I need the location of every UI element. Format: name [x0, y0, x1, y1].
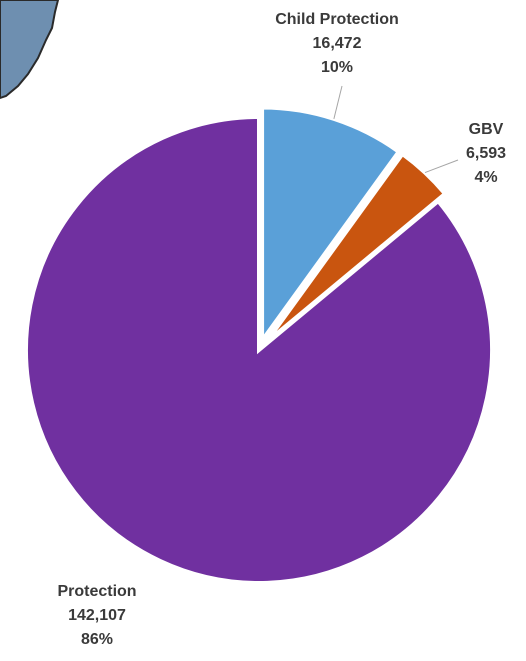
- data-label-protection: Protection 142,107 86%: [57, 583, 136, 648]
- pie-slices: [24, 105, 494, 585]
- map-fragment: [0, 0, 60, 100]
- slice-percent-label: 10%: [321, 59, 353, 76]
- slice-value-label: 142,107: [68, 607, 126, 624]
- map-region-shape: [0, 0, 60, 100]
- data-label-gbv: GBV 6,593 4%: [466, 121, 506, 186]
- slice-category-label: Protection: [57, 583, 136, 600]
- slice-percent-label: 86%: [81, 631, 113, 648]
- slice-percent-label: 4%: [474, 169, 497, 186]
- slice-category-label: Child Protection: [275, 11, 399, 28]
- leader-line-child-protection: [333, 85, 343, 119]
- slice-value-label: 6,593: [466, 145, 506, 162]
- pie-slice-child-protection: [260, 105, 402, 347]
- slice-value-label: 16,472: [313, 35, 362, 52]
- data-label-child-protection: Child Protection 16,472 10%: [275, 11, 399, 76]
- leader-lines: [333, 85, 459, 173]
- data-labels: Child Protection 16,472 10% GBV 6,593 4% Prote…: [57, 11, 506, 648]
- pie-slice-gbv: [264, 151, 448, 345]
- pie-slice-protection: [24, 114, 494, 585]
- slice-category-label: GBV: [469, 121, 504, 138]
- leader-line-gbv: [424, 159, 459, 173]
